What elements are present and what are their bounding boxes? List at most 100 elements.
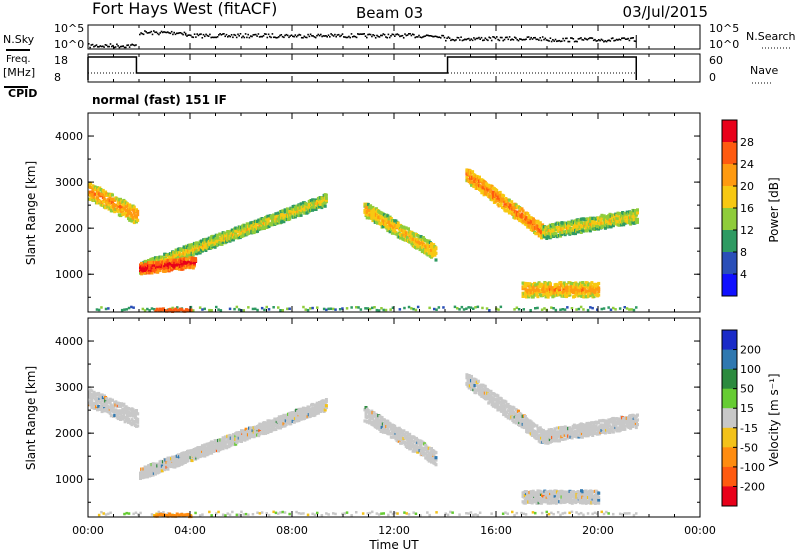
scatter-cell — [370, 211, 374, 215]
scatter-cell — [536, 430, 540, 434]
scatter-cell — [124, 204, 128, 208]
scatter-cell — [265, 305, 268, 309]
scatter-cell — [180, 262, 184, 266]
nsky-point — [284, 34, 286, 37]
scatter-cell — [561, 308, 564, 311]
scatter-cell — [419, 443, 423, 447]
scatter-cell — [628, 308, 631, 311]
scatter-cell — [191, 266, 195, 270]
scatter-cell — [497, 308, 500, 311]
scatter-cell — [458, 308, 461, 311]
nsky-point — [535, 38, 538, 41]
scatter-cell — [376, 211, 379, 215]
scatter-cell — [364, 212, 368, 216]
scatter-cell — [608, 424, 612, 428]
nsky-point — [339, 35, 341, 38]
nsky-point — [297, 34, 299, 37]
nsky-point — [429, 35, 432, 37]
scatter-cell — [148, 260, 152, 265]
scatter-cell — [601, 423, 605, 427]
scatter-cell — [491, 399, 495, 403]
scatter-cell — [364, 406, 368, 410]
scatter-cell — [382, 425, 386, 429]
nsky-point — [276, 36, 279, 39]
nsky-point — [580, 37, 582, 39]
scatter-cell — [107, 200, 111, 204]
nsky-point — [577, 38, 580, 40]
scatter-cell — [426, 248, 430, 252]
scatter-cell — [166, 259, 170, 263]
scatter-cell — [107, 307, 110, 310]
nsky-point — [344, 36, 346, 38]
scatter-cell — [502, 194, 506, 198]
scatter-cell — [380, 425, 384, 429]
nsky-point — [288, 36, 290, 39]
scatter-cell — [520, 212, 524, 216]
scatter-cell — [197, 244, 201, 248]
scatter-cell — [186, 459, 189, 463]
scatter-cell — [616, 419, 620, 423]
nsky-point — [161, 31, 164, 34]
scatter-cell — [392, 428, 396, 432]
nsky-point — [632, 37, 634, 39]
nsky-point — [303, 35, 306, 38]
scatter-cell — [153, 472, 157, 476]
scatter-cell — [611, 423, 615, 427]
scatter-cell — [551, 286, 555, 290]
scatter-cell — [282, 220, 286, 224]
nsky-point — [399, 35, 401, 38]
nsky-point — [353, 35, 355, 37]
scatter-cell — [222, 231, 226, 235]
scatter-cell — [288, 417, 292, 421]
scatter-cell — [183, 309, 187, 313]
scatter-cell — [428, 306, 431, 310]
scatter-cell — [533, 423, 537, 427]
nsky-point — [351, 36, 354, 38]
nsky-point — [286, 34, 289, 37]
scatter-cell — [613, 214, 616, 218]
scatter-cell — [366, 409, 370, 413]
scatter-cell — [613, 222, 616, 226]
scatter-cell — [127, 216, 130, 221]
scatter-cell — [380, 307, 383, 310]
scatter-cell — [470, 374, 473, 379]
scatter-cell — [563, 233, 567, 237]
nsky-tick-top: 10^5 — [54, 22, 84, 35]
scatter-cell — [131, 414, 135, 418]
scatter-cell — [217, 308, 220, 311]
nsky-point — [182, 33, 184, 36]
scatter-cell — [585, 281, 589, 285]
scatter-cell — [568, 291, 572, 295]
scatter-cell — [395, 232, 399, 236]
nsky-point — [103, 46, 105, 48]
cpid-text: normal (fast) 151 IF — [92, 93, 227, 107]
scatter-cell — [119, 409, 122, 413]
scatter-cell — [96, 196, 99, 200]
scatter-cell — [276, 217, 280, 221]
nsky-point — [159, 32, 161, 34]
scatter-cell — [96, 186, 99, 190]
scatter-cell — [319, 409, 323, 413]
nsky-point — [232, 36, 234, 39]
scatter-cell — [101, 196, 105, 200]
scatter-cell — [530, 433, 534, 437]
nsky-point — [176, 32, 178, 35]
scatter-cell — [101, 188, 105, 193]
scatter-cell — [558, 288, 562, 292]
scatter-cell — [619, 223, 623, 227]
scatter-cell — [609, 308, 613, 311]
scatter-cell — [93, 394, 97, 398]
scatter-cell — [570, 436, 574, 440]
scatter-cell — [271, 219, 274, 224]
nsky-point — [355, 36, 358, 39]
scatter-cell — [540, 236, 543, 240]
scatter-cell — [263, 308, 266, 312]
scatter-cell — [248, 227, 251, 231]
scatter-cell — [188, 248, 192, 252]
nsky-point — [220, 34, 223, 36]
nsky-point — [503, 38, 506, 41]
scatter-cell — [109, 414, 113, 418]
nsky-point — [592, 39, 595, 42]
nsky-point — [578, 37, 581, 40]
scatter-cell — [89, 197, 93, 201]
